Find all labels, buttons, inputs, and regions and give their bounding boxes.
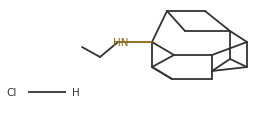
Text: HN: HN: [113, 38, 128, 48]
Text: Cl: Cl: [6, 87, 16, 97]
Text: H: H: [72, 87, 80, 97]
